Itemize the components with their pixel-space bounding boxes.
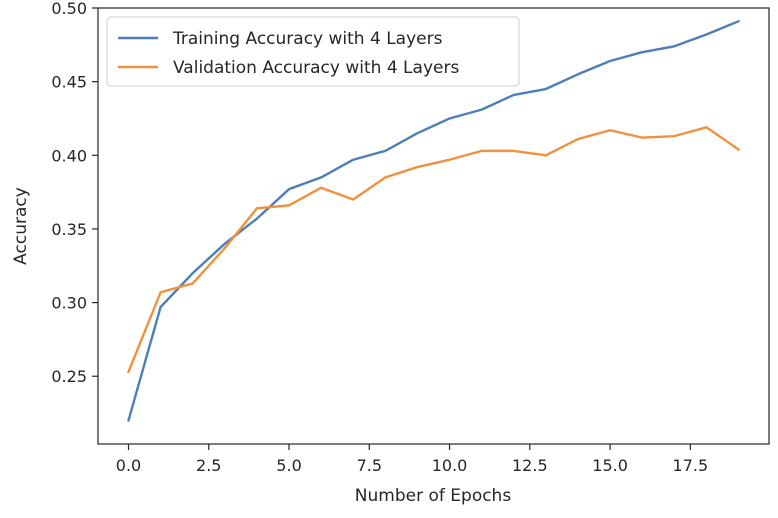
y-tick-label: 0.50 — [51, 0, 87, 18]
validation-accuracy-line — [126, 126, 741, 374]
x-axis-label: Number of Epochs — [355, 486, 512, 506]
x-tick-label: 5.0 — [276, 456, 301, 475]
y-tick-label: 0.45 — [51, 73, 87, 92]
x-tick-label: 17.5 — [673, 456, 709, 475]
x-tick-label: 0.0 — [116, 456, 141, 475]
x-tick-label: 12.5 — [512, 456, 548, 475]
legend: Training Accuracy with 4 Layers Validati… — [106, 16, 520, 87]
training-accuracy-line — [127, 19, 741, 422]
x-tick-label: 2.5 — [196, 456, 221, 475]
x-tick-label: 10.0 — [432, 456, 468, 475]
y-tick-label: 0.35 — [51, 220, 87, 239]
y-axis-label: Accuracy — [11, 187, 31, 265]
y-tick-label: 0.40 — [51, 146, 87, 165]
y-tick-label: 0.25 — [51, 367, 87, 386]
x-axis-ticks: 0.0 2.5 5.0 7.5 10.0 12.5 15.0 17.5 — [116, 444, 708, 475]
plot-area-frame — [97, 7, 770, 445]
x-tick-label: 15.0 — [592, 456, 628, 475]
legend-label-validation: Validation Accuracy with 4 Layers — [173, 58, 459, 78]
y-tick-label: 0.30 — [51, 294, 87, 313]
legend-box — [106, 16, 520, 87]
series-lines — [126, 19, 741, 422]
legend-label-training: Training Accuracy with 4 Layers — [172, 29, 443, 49]
y-axis-ticks: 0.25 0.30 0.35 0.40 0.45 0.50 — [51, 0, 98, 386]
x-tick-label: 7.5 — [357, 456, 382, 475]
